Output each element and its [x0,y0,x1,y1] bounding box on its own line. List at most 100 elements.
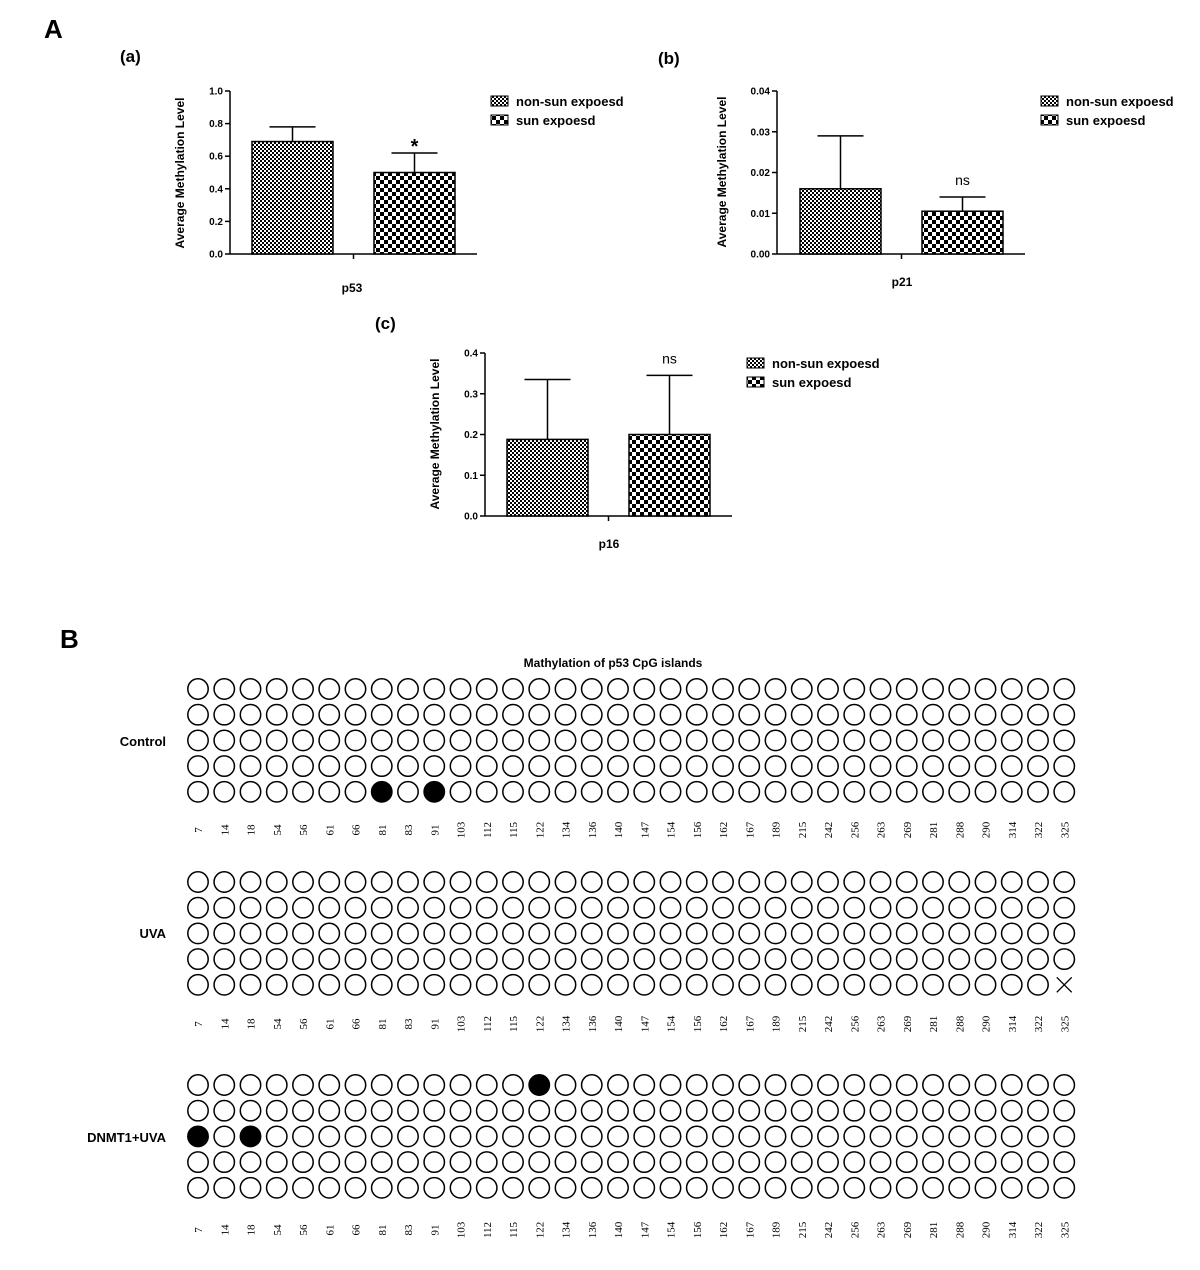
y-tick-label: 0.01 [751,209,771,220]
unmethylated-site [502,729,524,752]
unmethylated-site [502,871,524,893]
unmethylated-site [607,948,629,971]
unmethylated-site [554,1125,577,1148]
unmethylated-site [764,871,787,893]
dot-plot-title: Mathylation of p53 CpG islands [524,656,703,670]
unmethylated-site [764,678,787,700]
unmethylated-site [633,1099,656,1122]
bar-1 [373,171,456,255]
legend-swatch [1040,95,1059,107]
unmethylated-site [948,678,971,700]
unmethylated-site [843,871,866,893]
unmethylated-site [344,922,367,945]
unmethylated-site [292,678,314,700]
unmethylated-site [1000,1125,1023,1148]
unmethylated-site [869,678,892,700]
unmethylated-site [712,871,734,893]
unmethylated-site [1000,1099,1023,1122]
unmethylated-site [685,1074,708,1096]
methylated-site [239,1125,262,1148]
unmethylated-site [397,896,419,919]
unmethylated-site [843,973,866,996]
unmethylated-site [869,755,892,778]
unmethylated-site [922,780,944,803]
unmethylated-site [528,896,551,919]
cpg-position-label: 7 [193,827,205,833]
unmethylated-site [764,1176,787,1199]
significance-label: * [411,136,419,158]
unmethylated-site [712,1074,734,1096]
unmethylated-site [895,678,918,700]
cpg-position-label: 140 [613,821,625,838]
legend-swatch [1040,114,1059,126]
unmethylated-site [292,1176,314,1199]
unmethylated-site [974,1074,997,1096]
cpg-position-label: 215 [797,821,809,838]
unmethylated-site [292,922,314,945]
cpg-position-label: 269 [902,1221,914,1238]
unmethylated-site [423,948,446,971]
unmethylated-site [738,871,761,893]
cpg-position-label: 81 [377,1225,389,1236]
unmethylated-site [764,1125,787,1148]
cpg-position-label: 314 [1007,1015,1019,1032]
unmethylated-site [292,1074,314,1096]
unmethylated-site [869,1176,892,1199]
unmethylated-site [817,729,839,752]
unmethylated-site [502,948,524,971]
cpg-position-label: 290 [981,1015,993,1032]
unmethylated-site [265,922,288,945]
cpg-position-label: 288 [954,821,966,838]
unmethylated-site [344,1176,367,1199]
unmethylated-site [685,678,708,700]
unmethylated-site [1053,896,1076,919]
unmethylated-site [370,922,393,945]
unmethylated-site [1053,1074,1076,1096]
unmethylated-site [712,780,734,803]
unmethylated-site [633,973,656,996]
unmethylated-site [239,1099,262,1122]
cpg-position-label: 322 [1033,1016,1045,1033]
unmethylated-site [580,1151,603,1174]
unmethylated-site [580,1099,603,1122]
group-label: UVA [140,926,167,941]
unmethylated-site [1000,703,1023,726]
unmethylated-site [318,1151,341,1174]
cpg-position-label: 56 [298,1224,310,1236]
cpg-position-label: 314 [1007,821,1019,838]
unmethylated-site [554,755,577,778]
unmethylated-site [187,948,209,971]
unmethylated-site [344,1074,367,1096]
unmethylated-site [239,896,262,919]
unmethylated-site [895,1099,918,1122]
unmethylated-site [633,1074,656,1096]
unmethylated-site [922,755,944,778]
unmethylated-site [370,871,393,893]
unmethylated-site [1027,1151,1049,1174]
unmethylated-site [475,1099,498,1122]
unmethylated-site [1053,729,1076,752]
unmethylated-site [397,1074,419,1096]
unmethylated-site [895,780,918,803]
unmethylated-site [922,678,944,700]
unmethylated-site [213,1099,236,1122]
unmethylated-site [213,729,236,752]
unmethylated-site [843,1151,866,1174]
cpg-position-label: 122 [534,1222,546,1239]
unmethylated-site [764,1151,787,1174]
unmethylated-site [869,922,892,945]
unmethylated-site [685,755,708,778]
unmethylated-site [528,1151,551,1174]
cpg-position-label: 242 [823,1222,835,1239]
y-tick-label: 0.0 [209,250,223,261]
bar-1 [921,210,1004,255]
unmethylated-site [370,729,393,752]
unmethylated-site [449,973,472,996]
unmethylated-site [1027,948,1049,971]
unmethylated-site [318,729,341,752]
unmethylated-site [895,948,918,971]
subplot-tag: (a) [120,47,141,66]
unmethylated-site [869,1151,892,1174]
unmethylated-site [187,678,209,700]
